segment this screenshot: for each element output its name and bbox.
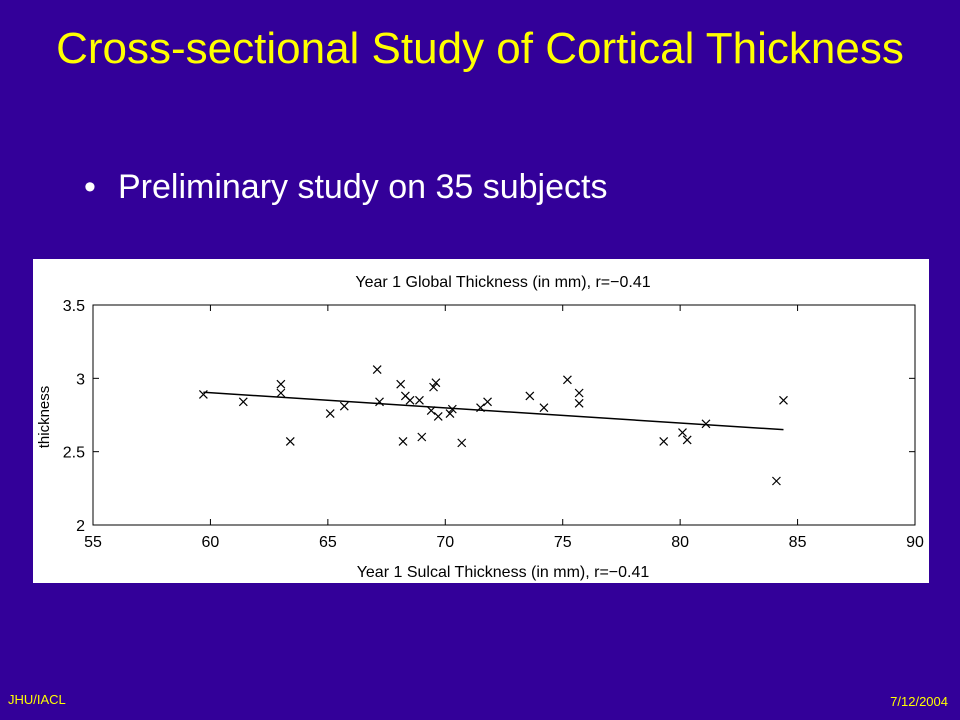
marker-stroke [429,382,438,392]
marker-stroke [415,395,424,405]
scatter-chart: Year 1 Global Thickness (in mm), r=−0.41… [33,259,929,583]
chart-svg: Year 1 Global Thickness (in mm), r=−0.41… [36,274,924,581]
y-tick-label: 3 [76,371,85,388]
marker-stroke [325,409,335,418]
marker-stroke [562,375,572,385]
data-point-marker [525,391,535,401]
fit-line-group [203,391,784,431]
data-point-marker [431,378,441,388]
data-point-marker [539,403,549,413]
data-point-marker [678,428,687,438]
x-tick-label: 85 [789,534,807,551]
y-tick-label: 2 [76,518,85,535]
chart-xlabel: Year 1 Sulcal Thickness (in mm), r=−0.41 [357,564,650,581]
data-point-marker [415,395,424,405]
data-point-marker [483,397,492,407]
plot-frame [92,304,916,526]
x-tick-label: 65 [319,534,337,551]
marker-stroke [659,436,669,446]
data-point-marker [457,438,467,448]
marker-stroke [779,395,788,405]
marker-stroke [396,379,406,389]
marker-stroke [372,365,382,374]
marker-stroke [426,406,436,416]
bullet-list: • Preliminary study on 35 subjects [84,168,607,207]
data-point-marker [238,397,248,407]
data-point-marker [445,409,455,418]
marker-stroke [539,403,549,413]
y-tick-label: 3.5 [63,298,85,315]
bullet-text: Preliminary study on 35 subjects [118,168,608,206]
marker-stroke [525,391,535,401]
data-point-marker [276,388,286,398]
data-point-marker [372,365,382,374]
data-point-marker [772,476,781,486]
data-point-marker [375,397,384,407]
marker-stroke [339,401,349,411]
marker-stroke [447,404,457,414]
y-tick-label: 2.5 [63,445,85,462]
data-point-marker [405,395,415,405]
x-tick-label: 55 [84,534,102,551]
marker-stroke [431,378,441,388]
data-point-marker [433,412,443,421]
marker-stroke [445,409,455,418]
marker-stroke [574,398,584,408]
axis-ticks: 55 60 65 70 75 80 85 90 2 2.5 3 3.5 [63,298,924,551]
x-tick-label: 60 [202,534,220,551]
marker-stroke [574,388,584,398]
data-point-marker [339,401,349,411]
marker-stroke [417,432,427,442]
data-point-marker [417,432,427,442]
x-tick-label: 90 [906,534,924,551]
marker-stroke [772,476,781,486]
marker-stroke [682,435,692,445]
data-point-marker [396,379,406,389]
footer-left: JHU/IACL [8,692,66,707]
x-tick-label: 80 [671,534,689,551]
data-point-marker [574,398,584,408]
data-point-marker [447,404,457,414]
data-point-marker [701,419,711,429]
marker-stroke [400,391,410,401]
bullet-item: • Preliminary study on 35 subjects [84,168,607,207]
slide-title: Cross-sectional Study of Cortical Thickn… [56,24,904,73]
x-tick-label: 70 [436,534,454,551]
data-point-marker [779,395,788,405]
x-tick-label: 75 [554,534,572,551]
marker-stroke [398,436,408,446]
data-point-marker [198,390,208,399]
data-point-marker [398,436,408,446]
marker-stroke [457,438,467,448]
data-point-marker [426,406,436,416]
regression-line [203,391,784,431]
marker-stroke [701,419,711,429]
footer-date: 7/12/2004 [890,694,948,709]
marker-stroke [276,388,286,398]
data-point-marker [659,436,669,446]
data-point-marker [429,382,438,392]
marker-stroke [238,397,248,407]
marker-stroke [433,412,443,421]
data-points [198,365,788,486]
data-point-marker [276,379,286,389]
marker-stroke [375,397,384,407]
marker-stroke [285,436,295,446]
marker-stroke [483,397,492,407]
data-point-marker [285,436,295,446]
data-point-marker [574,388,584,398]
chart-title: Year 1 Global Thickness (in mm), r=−0.41 [355,274,650,291]
data-point-marker [325,409,335,418]
chart-ylabel: thickness [36,386,53,449]
marker-stroke [678,428,687,438]
marker-stroke [405,395,415,405]
marker-stroke [276,379,286,389]
data-point-marker [562,375,572,385]
data-point-marker [682,435,692,445]
bullet-icon: • [84,168,96,206]
